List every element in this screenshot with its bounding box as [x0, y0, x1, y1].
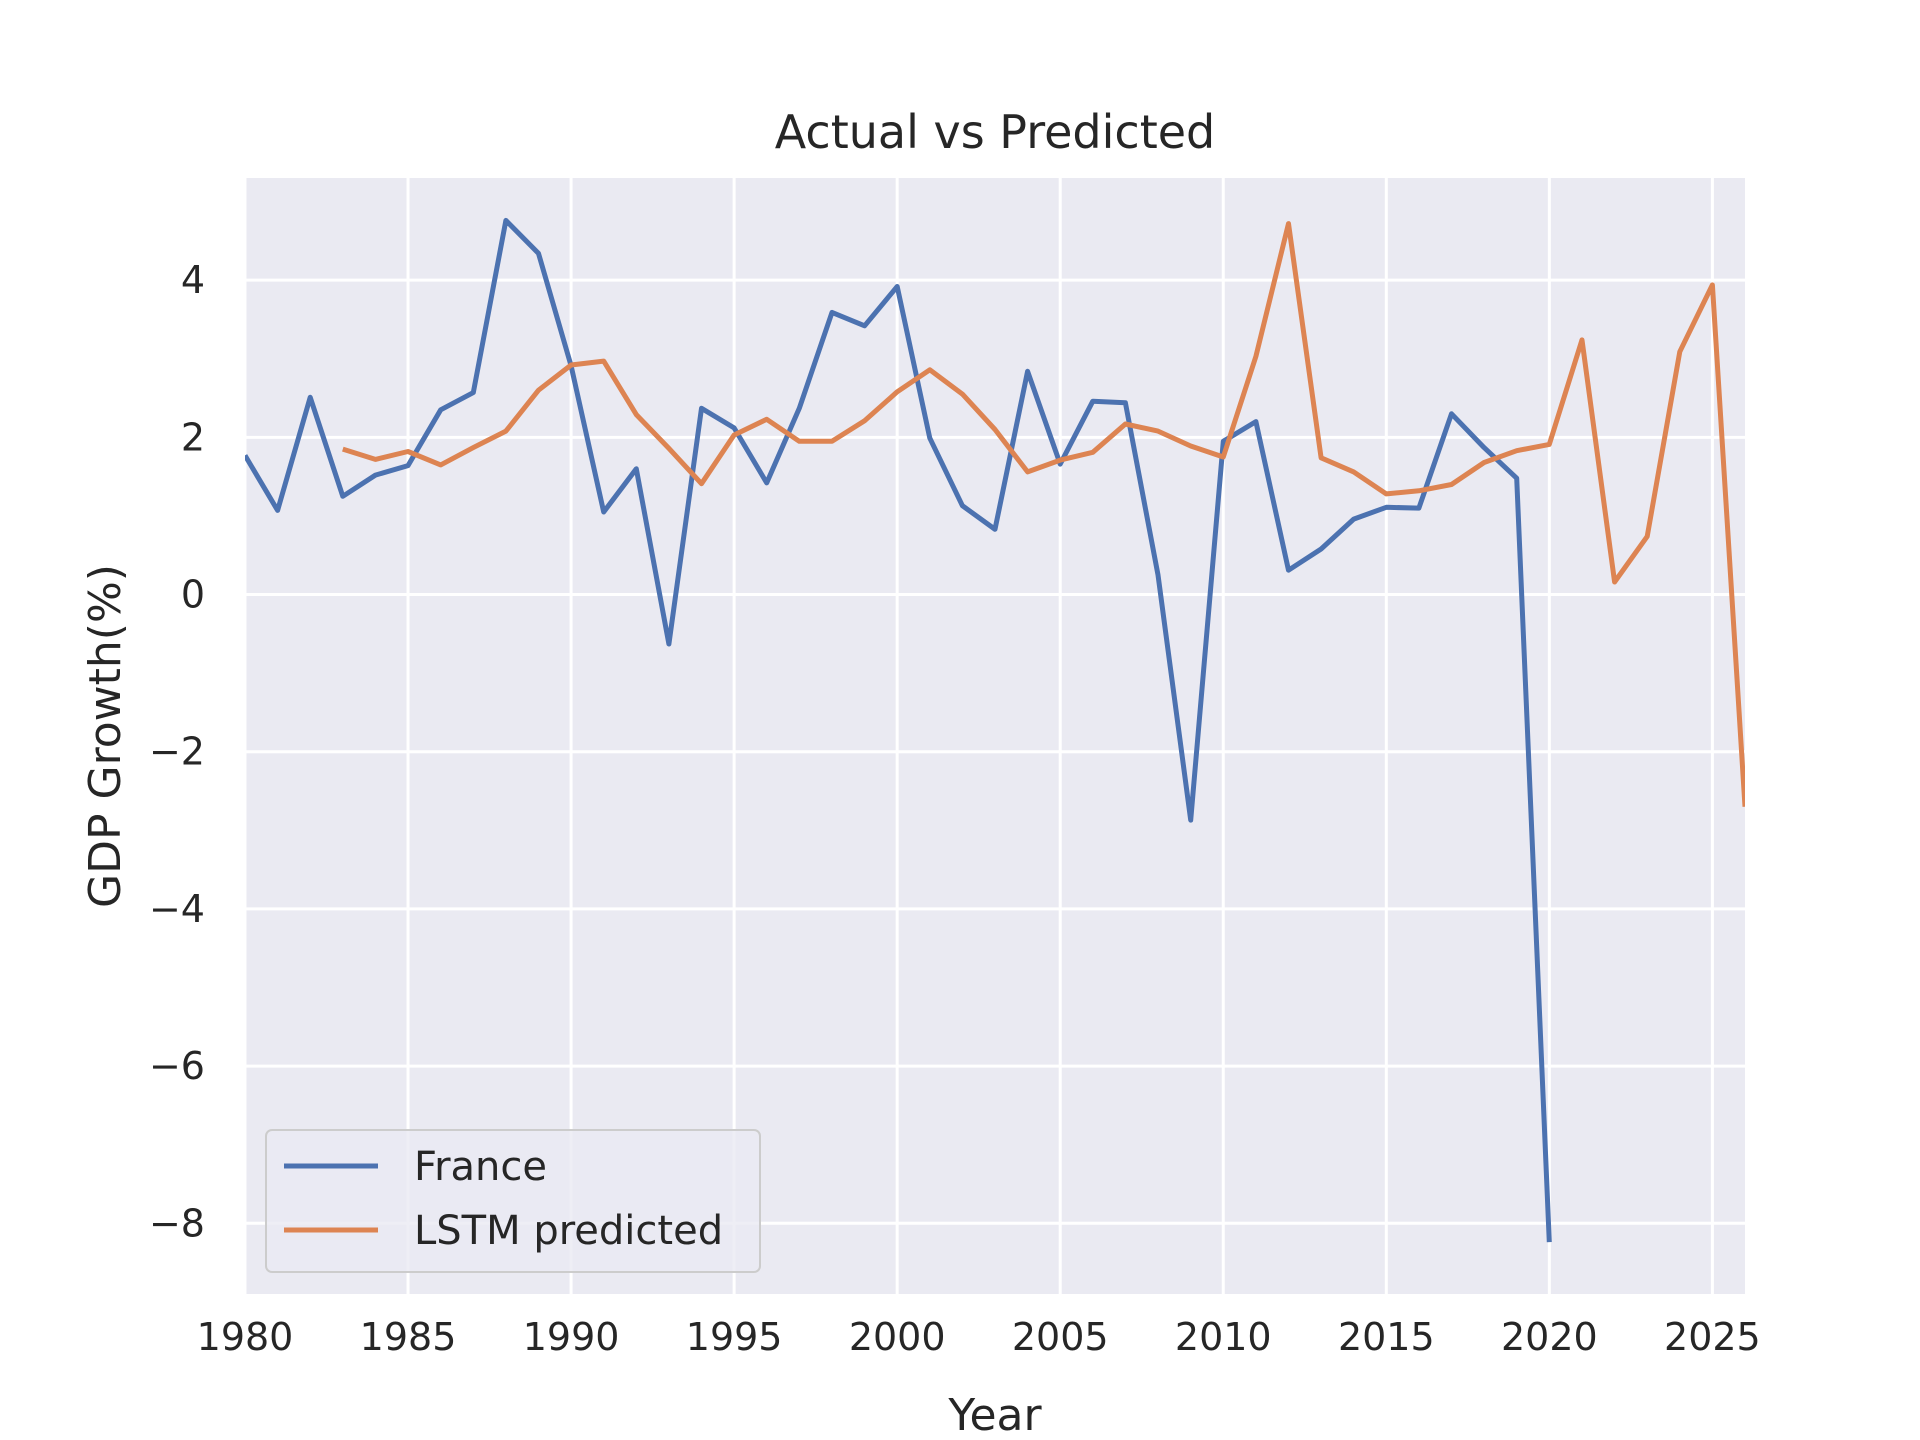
series-lines: [245, 217, 1745, 1243]
series-line-france: [245, 217, 1552, 1243]
legend-box: [265, 1129, 761, 1273]
y-tick-labels: 4 2 0 −2 −4 −6 −8: [149, 258, 205, 1245]
legend-label-lstm: LSTM predicted: [414, 1208, 723, 1254]
y-tick-label: 0: [181, 573, 205, 617]
x-tick-label: 2005: [1012, 1315, 1109, 1359]
y-tick-label: −8: [149, 1201, 205, 1245]
chart-title: Actual vs Predicted: [775, 105, 1215, 159]
plot-background: [245, 178, 1745, 1294]
y-tick-label: 4: [181, 258, 205, 302]
x-tick-label: 1990: [523, 1315, 620, 1359]
x-tick-label: 2020: [1501, 1315, 1598, 1359]
x-tick-label: 2010: [1175, 1315, 1272, 1359]
x-tick-label: 1980: [197, 1315, 294, 1359]
y-tick-label: −6: [149, 1044, 205, 1088]
y-axis-label: GDP Growth(%): [80, 564, 131, 908]
x-tick-label: 1995: [686, 1315, 783, 1359]
legend: France LSTM predicted: [265, 1129, 761, 1273]
x-tick-label: 2000: [849, 1315, 946, 1359]
x-tick-label: 2025: [1664, 1315, 1761, 1359]
y-tick-label: 2: [181, 415, 205, 459]
y-tick-label: −4: [149, 887, 205, 931]
x-tick-label: 1985: [360, 1315, 457, 1359]
x-tick-labels: 1980 1985 1990 1995 2000 2005 2010 2015 2020 2025: [197, 1315, 1761, 1359]
y-tick-label: −2: [149, 730, 205, 774]
legend-label-france: France: [414, 1144, 547, 1190]
series-line-lstm-predicted: [342, 221, 1745, 807]
x-tick-label: 2015: [1338, 1315, 1435, 1359]
x-axis-label: Year: [947, 1390, 1042, 1440]
